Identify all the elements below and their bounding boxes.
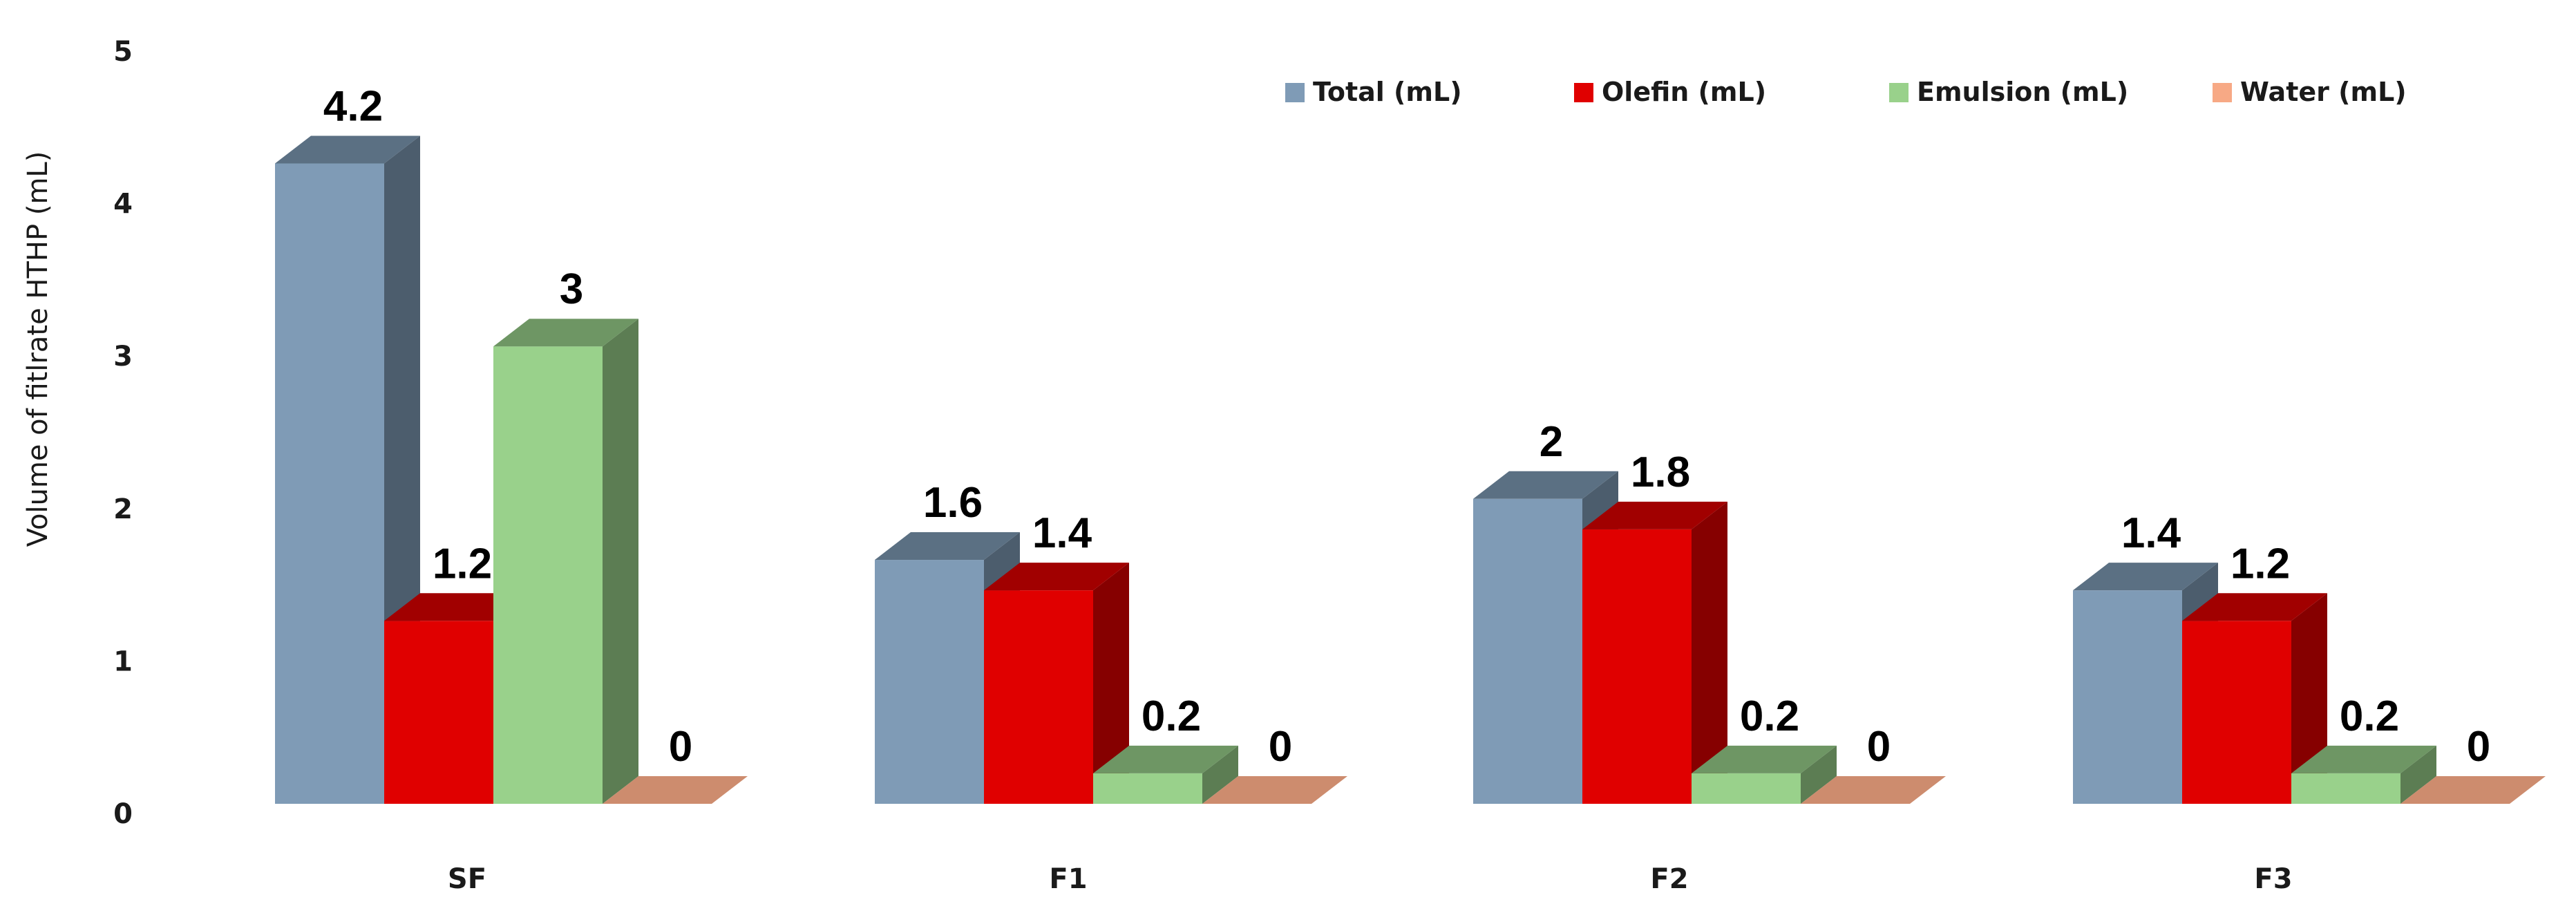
bar [1582,501,1727,804]
data-label: 0 [2467,723,2490,771]
bar-top-face [384,593,529,621]
bar-front-face [1692,773,1801,804]
bar-side-face [2400,745,2436,804]
bar-top-face [1093,745,1238,773]
category-label: F2 [1650,863,1688,895]
bar-side-face [1202,745,1238,804]
bar-side-face [1093,563,1129,804]
category-label: F3 [2254,863,2292,895]
bar-front-face [275,163,384,804]
y-tick-label: 2 [113,493,133,525]
legend-item: Emulsion (mL) [1889,77,2128,107]
data-label: 0 [669,723,692,771]
bar-front-face [1093,773,1202,804]
bar-top-face [984,563,1129,591]
bar-top-face [2291,745,2436,773]
bar-top-face [2073,563,2218,591]
data-label: 0 [1867,723,1891,771]
bar-top-face [493,319,638,347]
bar [603,776,748,804]
y-axis-title: Volume of fitlrate HTHP (mL) [22,151,54,547]
bar-top-face [1801,776,1946,804]
data-label: 0 [1269,723,1292,771]
data-label: 0.2 [2340,693,2399,740]
bar-front-face [493,346,603,804]
bar-front-face [984,590,1093,804]
legend-item: Olefin (mL) [1574,77,1766,107]
bar [2182,593,2327,804]
data-label: 0.2 [1740,693,1799,740]
bar-top-face [275,135,420,164]
legend-swatch [1285,83,1305,102]
bar-front-face [2073,590,2182,804]
data-label: 0.2 [1142,693,1201,740]
legend-label: Total (mL) [1313,77,1462,107]
bar-top-face [2182,593,2327,621]
bar-top-face [875,532,1020,561]
legend-swatch [1574,83,1593,102]
bar-side-face [1801,745,1837,804]
bar [2291,745,2436,804]
legend-item: Water (mL) [2213,77,2407,107]
bar-front-face [2182,621,2291,804]
y-axis: 0 1 2 3 4 5 Volume of fitlrate HTHP (mL) [22,36,133,830]
bar [2400,776,2546,804]
bar [984,563,1129,804]
bar [1202,776,1347,804]
bar-side-face [1692,501,1727,804]
data-label: 1.8 [1631,449,1690,496]
y-tick-label: 1 [113,646,133,677]
data-label: 1.6 [923,479,983,527]
bar [1692,745,1837,804]
bar-top-face [1692,745,1837,773]
bar-area [275,135,2546,804]
data-labels: 4.2 1.2 3 0 1.6 1.4 0.2 0 2 1.8 0.2 0 1.4 1.2 0.2 0 [323,82,2490,771]
bar [1093,745,1238,804]
legend-label: Olefin (mL) [1602,77,1766,107]
bar-side-face [603,319,638,804]
data-label: 4.2 [323,82,383,130]
bar-front-face [2291,773,2400,804]
data-label: 1.2 [2231,540,2290,587]
category-label: SF [448,863,486,895]
category-label: F1 [1049,863,1087,895]
bar-front-face [1473,498,1582,804]
data-label: 3 [560,265,583,313]
bar-side-face [2291,593,2327,804]
bar-front-face [875,560,984,804]
bar-top-face [1202,776,1347,804]
bar [493,319,638,804]
legend-item: Total (mL) [1285,77,1462,107]
bar [1801,776,1946,804]
data-label: 1.2 [433,540,492,587]
data-label: 1.4 [1032,509,1092,557]
y-tick-label: 0 [113,798,133,830]
category-labels: SF F1 F2 F3 [448,863,2293,895]
data-label: 1.4 [2121,509,2181,557]
legend-label: Water (mL) [2240,77,2407,107]
y-tick-label: 5 [113,36,133,68]
bar-top-face [1473,471,1618,499]
data-label: 2 [1540,418,1563,466]
bar-top-face [2400,776,2546,804]
legend-swatch [1889,83,1909,102]
bar-front-face [1582,529,1692,804]
legend-swatch [2213,83,2232,102]
legend-label: Emulsion (mL) [1917,77,2128,107]
legend: Total (mL) Olefin (mL) Emulsion (mL) Water … [1285,77,2407,107]
bar-front-face [384,621,493,804]
bar-top-face [603,776,748,804]
y-tick-label: 4 [113,189,133,220]
y-tick-label: 3 [113,341,133,373]
bar-top-face [1582,501,1727,529]
